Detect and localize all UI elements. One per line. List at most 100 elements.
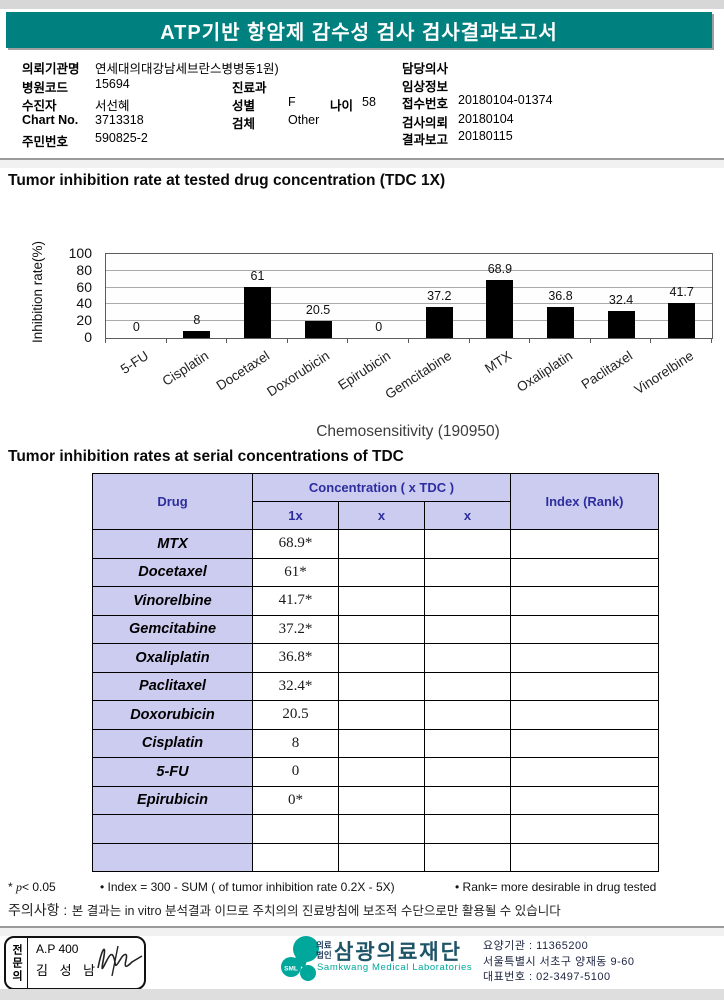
table-row: [92, 842, 660, 872]
field-label: 주민번호: [22, 135, 69, 149]
table-body: MTX 68.9* Docetaxel 61* Vinorelbine 41.7* Gemc…: [92, 529, 660, 872]
y-tick-label: 80: [76, 261, 92, 278]
x-tick-mark: [105, 338, 106, 343]
bar-Paclitaxel: [607, 310, 635, 338]
drug-cell: Cisplatin: [92, 728, 253, 758]
value-cell: [338, 785, 425, 815]
x-tick-mark: [286, 338, 288, 343]
col-header-concentration: Concentration ( x TDC ): [251, 473, 512, 502]
x-tick-mark: [226, 338, 228, 343]
value-cell: [338, 586, 425, 616]
bar-value-label: 0: [132, 320, 140, 334]
value-cell: [423, 700, 512, 730]
specialist-code: A.P 400: [36, 942, 79, 956]
index-cell: [510, 529, 660, 559]
field-value: 58: [362, 95, 376, 109]
value-cell: 8: [252, 728, 339, 758]
bar-value-label: 41.7: [669, 284, 694, 299]
contact-line: 서울특별시 서초구 양재동 9-60: [483, 955, 635, 968]
field-label: 성별: [232, 99, 256, 113]
field-value: 590825-2: [95, 131, 148, 145]
footnote-pvalue: * p< 0.05: [8, 880, 56, 894]
caution-label: 주의사항 :: [8, 902, 68, 918]
col-header-x3: x: [423, 501, 512, 530]
x-tick-mark: [650, 338, 652, 343]
gridline: [106, 303, 712, 305]
value-cell: [338, 842, 425, 872]
index-cell: [510, 757, 660, 787]
bar-value-label: 32.4: [608, 292, 634, 307]
field-value: 연세대의대강남세브란스병병동1원): [95, 62, 279, 76]
value-cell: 0*: [252, 785, 339, 815]
field-label: 임상정보: [402, 80, 449, 94]
value-cell: 68.9*: [252, 529, 339, 559]
table-row: Cisplatin 8: [92, 728, 660, 758]
drug-cell: [92, 814, 253, 844]
field-label: 진료과: [232, 81, 267, 95]
x-category-label: Doxorubicin: [264, 348, 333, 400]
org-name-english: Samkwang Medical Laboratories: [317, 962, 473, 973]
top-edge-strip: [0, 0, 724, 9]
drug-cell: Epirubicin: [92, 785, 253, 815]
field-label: 담당의사: [402, 62, 449, 76]
table-row: Gemcitabine 37.2*: [92, 614, 660, 644]
drug-cell: 5-FU: [92, 757, 253, 787]
field-label: 결과보고: [402, 133, 449, 147]
x-category-label: Vinorelbine: [631, 348, 697, 398]
specialist-vertical-label: 전문의: [6, 938, 28, 988]
drug-cell: Docetaxel: [92, 557, 253, 587]
value-cell: [338, 557, 425, 587]
footnotes: * p< 0.05 • Index = 300 - SUM ( of tumor…: [8, 880, 718, 895]
section2-title: Tumor inhibition rates at serial concent…: [8, 448, 404, 465]
result-table: Drug Concentration ( x TDC ) Index (Rank…: [92, 473, 660, 872]
value-cell: [423, 757, 512, 787]
field-label: 병원코드: [22, 81, 69, 95]
footnote-rank: • Rank= more desirable in drug tested: [455, 880, 657, 894]
drug-cell: MTX: [92, 529, 253, 559]
value-cell: [338, 671, 425, 701]
value-cell: 0: [252, 757, 339, 787]
x-tick-mark: [589, 338, 591, 343]
field-label: 의뢰기관명: [22, 62, 80, 76]
value-cell: [423, 614, 512, 644]
chart-y-axis-label: Inhibition rate(%): [30, 240, 45, 344]
drug-cell: Doxorubicin: [92, 700, 253, 730]
bar-value-label: 20.5: [305, 302, 331, 317]
chart-x-labels: 5-FU Cisplatin Docetaxel Doxorubicin Epirubi…: [105, 342, 712, 432]
value-cell: [338, 643, 425, 673]
gridline: [106, 320, 712, 322]
field-value: Other: [288, 113, 320, 127]
index-cell: [510, 643, 660, 673]
footnote-index: • Index = 300 - SUM ( of tumor inhibitio…: [100, 880, 395, 894]
index-cell: [510, 614, 660, 644]
bar-value-label: 8: [193, 313, 201, 328]
org-type-label: 의료 법인: [316, 940, 332, 960]
specialist-name: 김 성 남: [36, 963, 100, 978]
x-category-label: 5-FU: [117, 348, 151, 377]
field-value: 서선혜: [95, 99, 130, 113]
col-header-x2: x: [338, 501, 425, 530]
index-cell: [510, 700, 660, 730]
field-label: 접수번호: [402, 97, 449, 111]
chart-plot: 0 8 61 20.5 0 37.2 68.9 36.8 32.4 41.7: [105, 253, 713, 339]
contact-line: 요양기관 : 11365200: [483, 940, 589, 952]
section1-title: Tumor inhibition rate at tested drug con…: [8, 172, 446, 189]
value-cell: [423, 814, 512, 844]
chart-x-ticks: [105, 338, 712, 344]
table-row: [92, 814, 660, 844]
handwritten-signature: [97, 945, 143, 977]
report-title-bar: ATP기반 항암제 감수성 검사 검사결과보고서: [6, 12, 712, 48]
x-tick-mark: [529, 338, 531, 343]
field-label: 검체: [232, 117, 256, 131]
bar-Oxaliplatin: [547, 307, 574, 338]
bar-value-label: 37.2: [427, 288, 452, 303]
y-tick-label: 60: [76, 278, 92, 295]
chart-title: Chemosensitivity (190950): [316, 423, 500, 440]
index-cell: [510, 842, 660, 872]
value-cell: [423, 643, 512, 673]
field-value: F: [288, 95, 296, 109]
table-row: Doxorubicin 20.5: [92, 700, 660, 730]
x-tick-mark: [165, 338, 167, 343]
bar-Gemcitabine: [425, 306, 453, 338]
